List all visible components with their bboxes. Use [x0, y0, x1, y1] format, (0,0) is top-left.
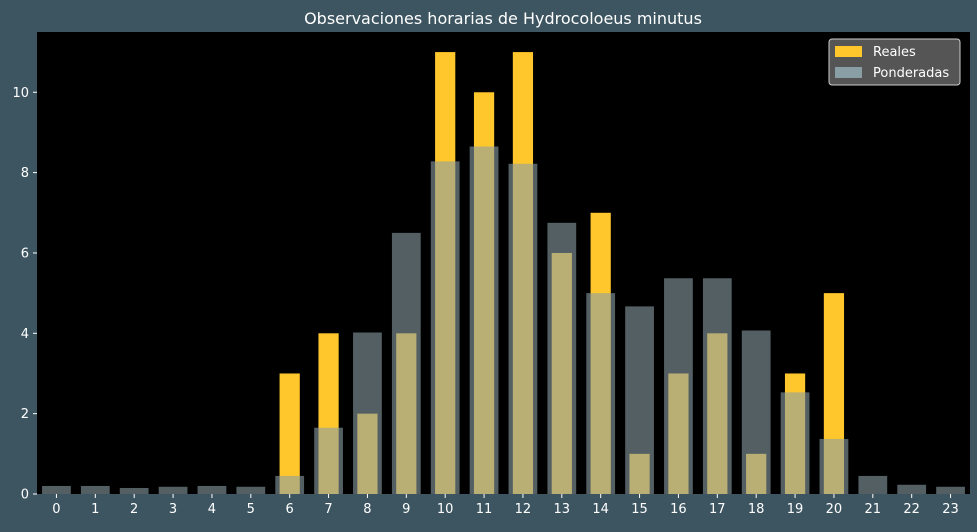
x-tick-label: 13 — [554, 502, 571, 517]
x-tick-label: 16 — [670, 502, 687, 517]
x-tick-label: 3 — [169, 502, 177, 517]
legend-swatch-reales — [835, 46, 862, 57]
bar-ponderadas-11 — [469, 146, 499, 494]
y-tick-label: 4 — [21, 327, 29, 342]
x-tick-label: 5 — [247, 502, 255, 517]
x-tick-label: 23 — [942, 502, 959, 517]
bar-ponderadas-14 — [586, 293, 616, 494]
bar-ponderadas-5 — [236, 486, 266, 494]
bar-ponderadas-7 — [314, 427, 343, 494]
bar-ponderadas-0 — [42, 485, 71, 494]
x-tick-label: 15 — [631, 502, 648, 517]
x-tick-label: 14 — [592, 502, 609, 517]
bar-ponderadas-19 — [780, 392, 810, 494]
axes-group: 0 1 2 3 4 5 6 7 8 9 10 11 12 13 14 15 16 17 18 19 20 21 22 2302… — [12, 86, 958, 517]
bar-ponderadas-8 — [353, 332, 382, 494]
x-tick-label: 4 — [208, 502, 216, 517]
x-tick-label: 17 — [709, 502, 726, 517]
plot-area — [37, 32, 970, 494]
bar-ponderadas-2 — [119, 487, 149, 494]
legend-label-ponderadas: Ponderadas — [873, 66, 949, 81]
bar-ponderadas-20 — [819, 438, 849, 494]
x-tick-label: 20 — [826, 502, 843, 517]
x-tick-label: 22 — [903, 502, 920, 517]
x-tick-label: 0 — [52, 502, 60, 517]
bar-reales-6 — [279, 373, 300, 494]
bar-ponderadas-15 — [625, 306, 654, 494]
y-tick-label: 6 — [21, 246, 29, 261]
bar-ponderadas-17 — [702, 278, 732, 494]
bar-ponderadas-23 — [936, 486, 965, 494]
x-tick-label: 8 — [363, 502, 371, 517]
bar-ponderadas-6 — [275, 475, 305, 494]
x-tick-label: 10 — [437, 502, 454, 517]
y-tick-label: 0 — [21, 488, 29, 503]
legend-swatch-ponderadas — [835, 67, 862, 78]
bars-group — [42, 52, 965, 495]
bar-ponderadas-22 — [897, 484, 927, 494]
x-tick-label: 12 — [515, 502, 532, 517]
bar-ponderadas-9 — [391, 232, 421, 494]
x-tick-label: 19 — [787, 502, 804, 517]
bar-ponderadas-10 — [430, 161, 460, 495]
x-tick-label: 18 — [748, 502, 765, 517]
bar-ponderadas-16 — [664, 278, 693, 494]
bar-ponderadas-18 — [741, 330, 771, 494]
y-tick-label: 8 — [21, 166, 29, 181]
bar-ponderadas-1 — [80, 485, 110, 494]
x-tick-label: 21 — [865, 502, 882, 517]
x-tick-label: 1 — [91, 502, 99, 517]
y-tick-label: 10 — [12, 86, 29, 101]
bar-ponderadas-3 — [158, 486, 188, 494]
bar-ponderadas-21 — [858, 475, 888, 494]
x-tick-label: 6 — [286, 502, 294, 517]
bar-ponderadas-4 — [197, 485, 227, 494]
y-tick-label: 2 — [21, 407, 29, 422]
legend-label-reales: Reales — [873, 45, 916, 60]
x-tick-label: 7 — [324, 502, 332, 517]
x-tick-label: 9 — [402, 502, 410, 517]
x-tick-label: 2 — [130, 502, 138, 517]
chart-title: Observaciones horarias de Hydrocoloeus m… — [304, 9, 702, 28]
bar-ponderadas-13 — [547, 222, 577, 494]
bar-ponderadas-12 — [508, 163, 538, 494]
legend: Reales Ponderadas — [828, 38, 961, 86]
x-tick-label: 11 — [476, 502, 493, 517]
